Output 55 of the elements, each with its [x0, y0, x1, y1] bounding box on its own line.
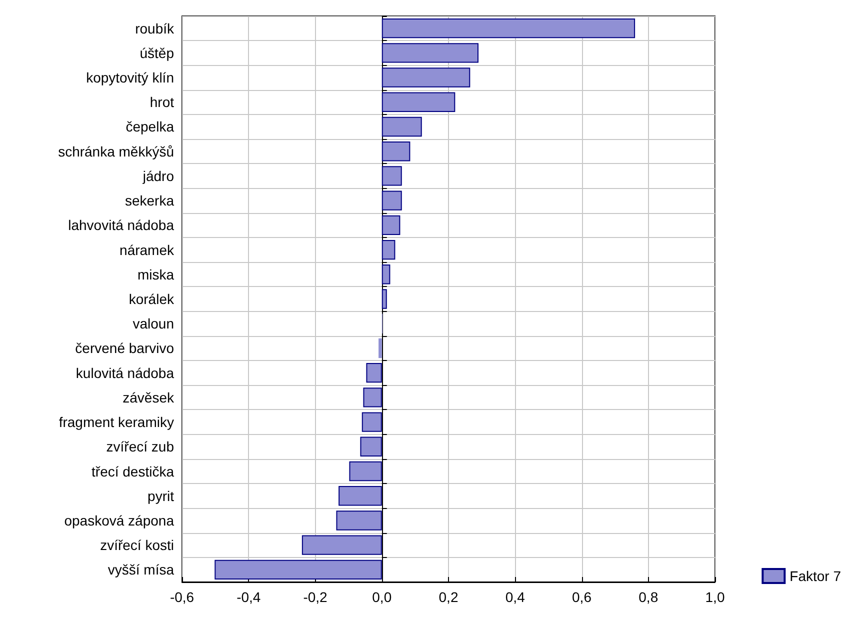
x-tick-label: -0,2 [303, 589, 328, 605]
bar [382, 166, 402, 186]
y-tick-label: vyšší mísa [108, 562, 174, 578]
y-tick-label: opasková zápona [64, 512, 174, 528]
bar [302, 535, 382, 555]
bar [366, 362, 382, 383]
bar [378, 338, 382, 358]
bar [382, 43, 478, 63]
bar [382, 116, 422, 137]
bar [336, 510, 382, 530]
x-tick-label: -0,6 [170, 589, 194, 605]
bar [382, 190, 402, 210]
bar [382, 18, 636, 38]
y-tick-label: třecí destička [92, 463, 174, 480]
y-tick-label: čepelka [126, 118, 174, 135]
x-tick-label: 0,4 [505, 589, 526, 605]
y-tick-label: zvířecí zub [106, 438, 174, 455]
y-tick-label: pyrit [148, 488, 174, 504]
legend-label: Faktor 7 [790, 568, 842, 584]
x-tick-label: 0,2 [438, 589, 458, 605]
y-tick-label: roubík [135, 20, 175, 36]
bar [382, 68, 470, 88]
bar [214, 560, 382, 580]
x-tick-label: 1,0 [705, 589, 725, 605]
bar [382, 92, 456, 112]
y-tick-label: náramek [120, 242, 175, 258]
y-tick-label: sekerka [124, 192, 174, 209]
bar [362, 412, 382, 432]
y-tick-label: červené barvivo [75, 340, 174, 356]
y-tick-label: fragment keramiky [58, 414, 174, 430]
y-tick-label: kulovitá nádoba [76, 364, 174, 381]
y-tick-label: zvířecí kosti [100, 537, 174, 554]
y-tick-label: jádro [142, 168, 174, 184]
x-tick-label: 0,8 [638, 589, 658, 605]
y-tick-label: úštěp [140, 44, 174, 61]
bar [338, 486, 382, 506]
bar [382, 264, 390, 284]
y-tick-label: hrot [150, 94, 174, 110]
y-tick-label: korálek [128, 291, 175, 307]
bar [382, 289, 387, 309]
y-tick-label: závěsek [122, 389, 175, 406]
bar [363, 388, 382, 408]
bar [382, 215, 400, 236]
bar [360, 436, 382, 456]
bar [349, 461, 382, 482]
y-tick-label: valoun [132, 316, 174, 332]
bar [382, 142, 410, 162]
bar [382, 240, 396, 260]
y-tick-label: kopytovitý klín [86, 70, 174, 86]
x-tick-label: 0,0 [372, 589, 392, 605]
x-tick-label: 0,6 [572, 589, 592, 605]
y-tick-label: schránka měkkýšů [58, 143, 174, 160]
y-tick-label: miska [137, 266, 174, 282]
x-tick-label: -0,4 [236, 589, 261, 605]
y-tick-label: lahvovitá nádoba [68, 217, 174, 234]
